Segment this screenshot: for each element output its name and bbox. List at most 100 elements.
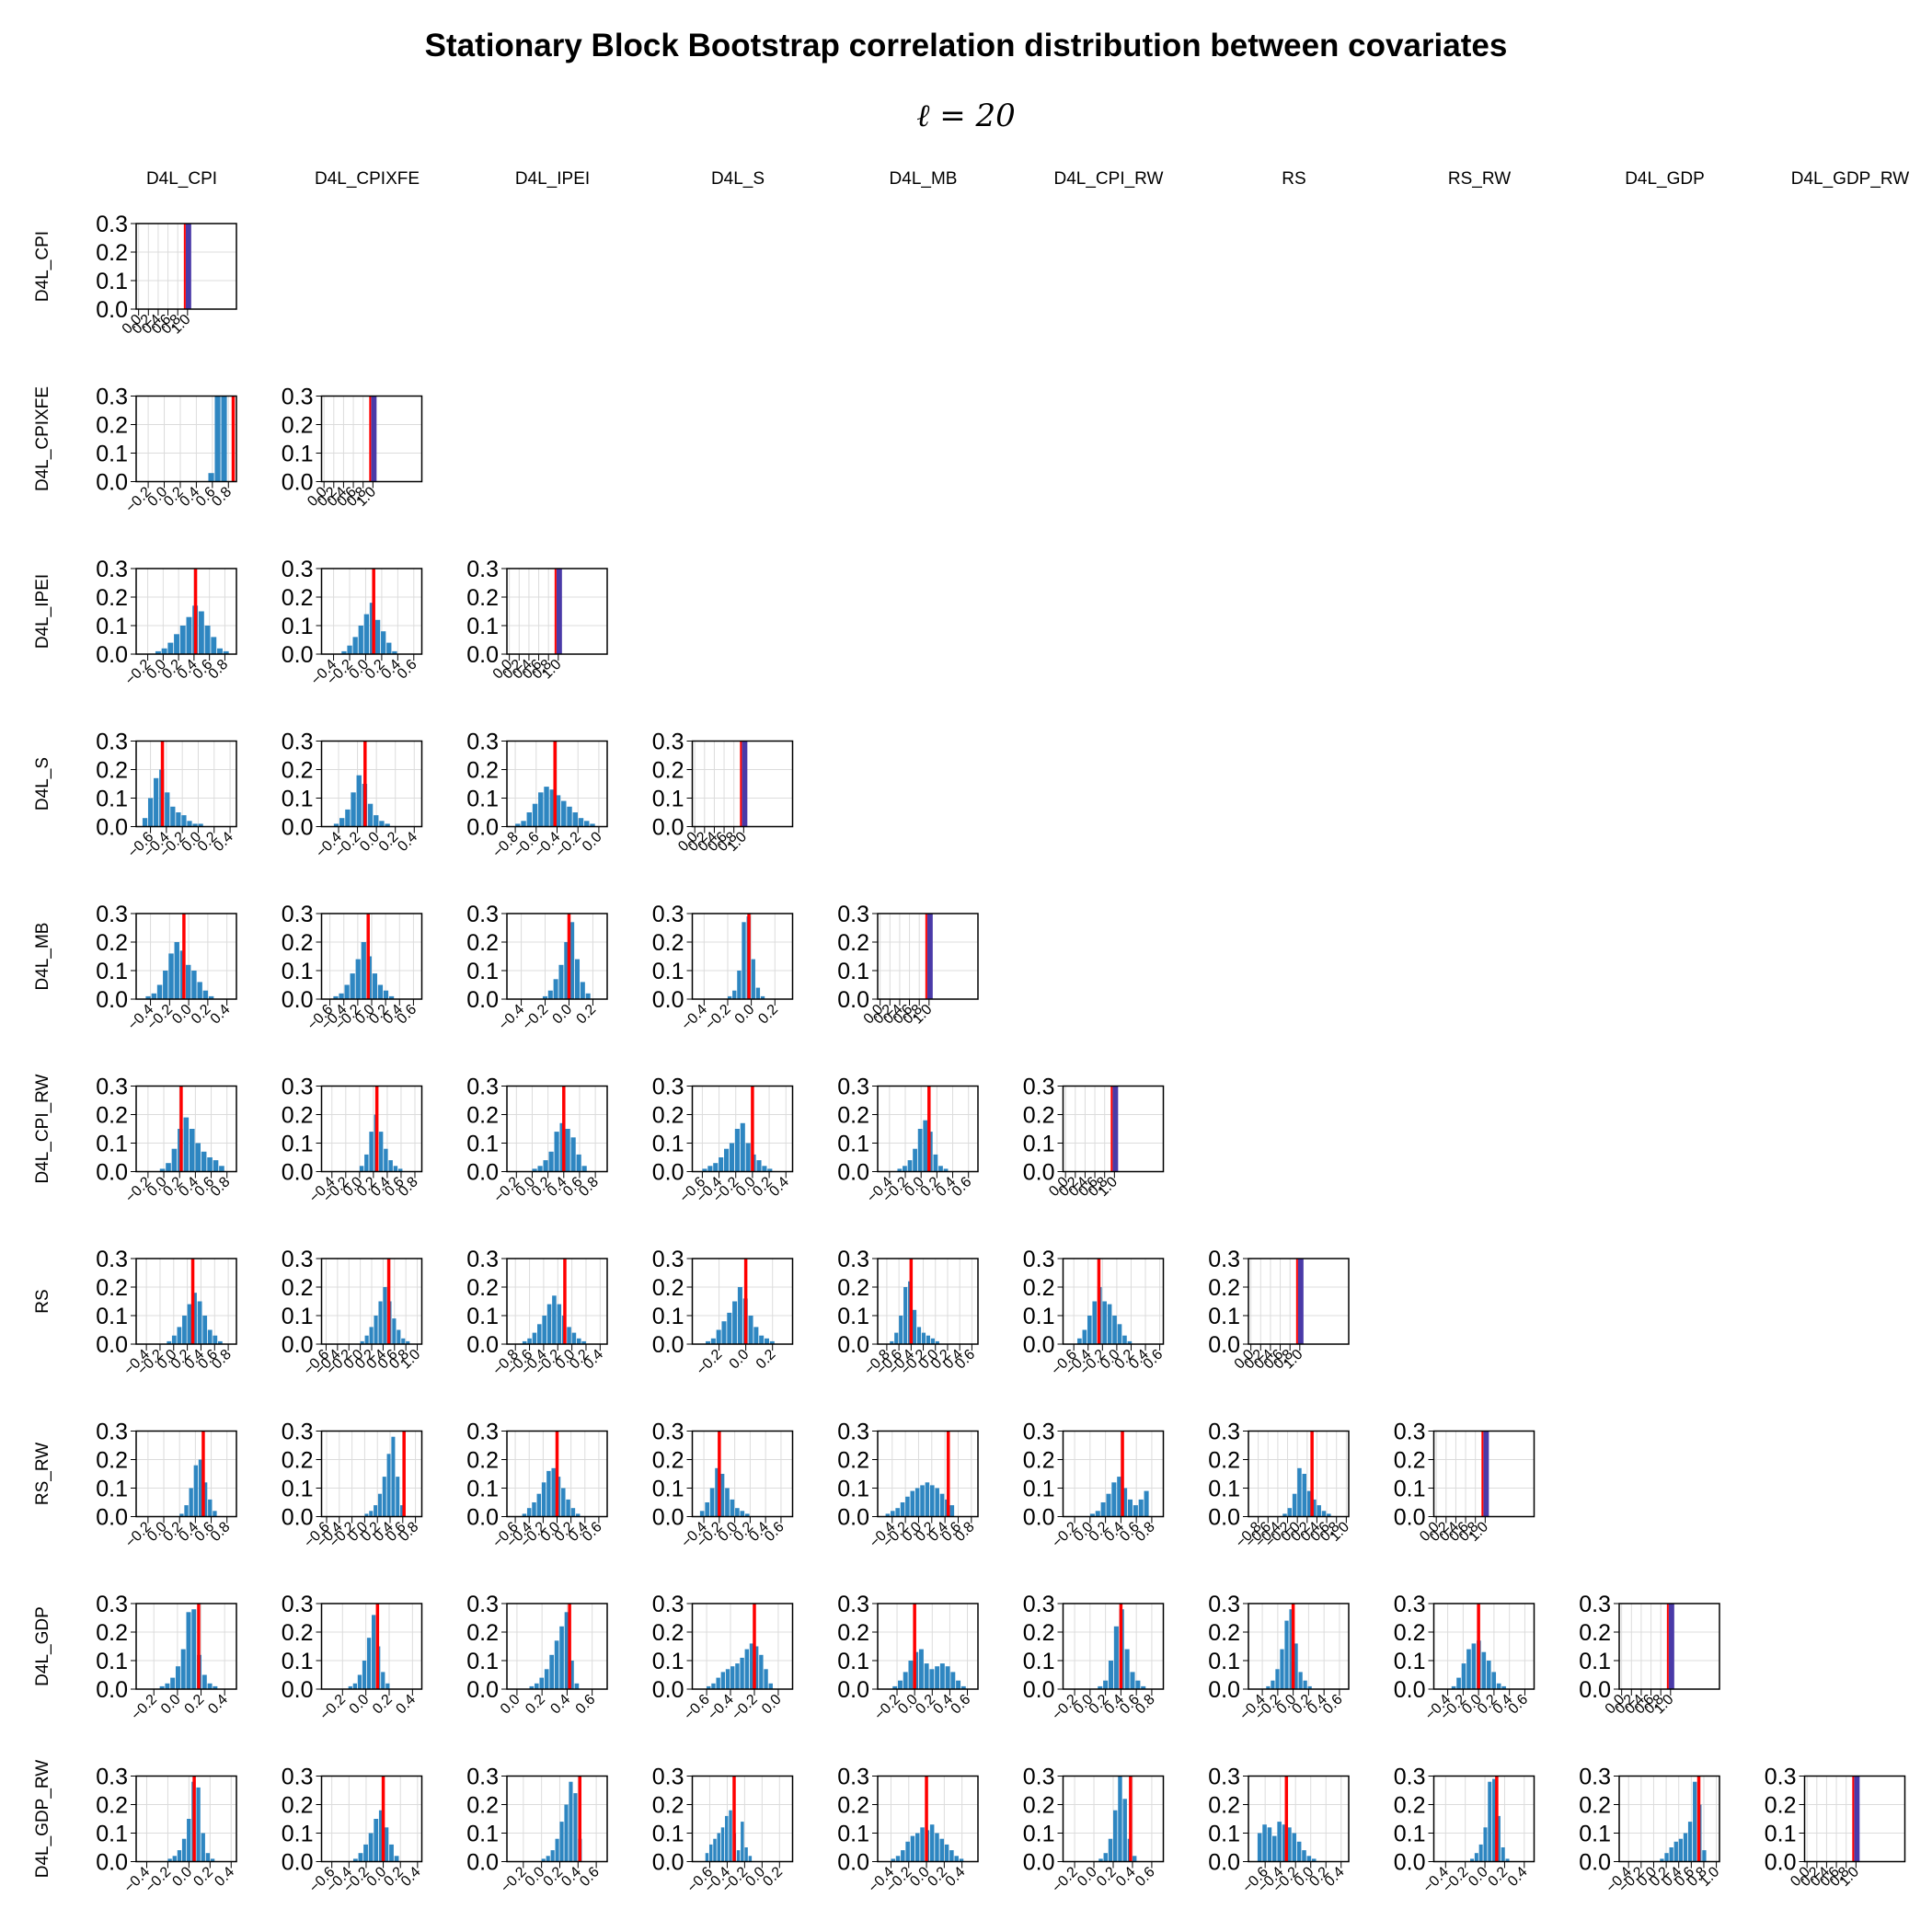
y-tick-label: 0.0 xyxy=(837,1505,869,1531)
y-tick-label: 0.2 xyxy=(96,930,128,956)
histogram-bar xyxy=(1678,1838,1684,1862)
y-tick-label: 0.3 xyxy=(652,902,684,927)
histogram-bar xyxy=(368,1833,374,1862)
panel-frame xyxy=(135,568,237,655)
histogram-bar xyxy=(379,821,385,827)
histogram-bar xyxy=(555,795,561,827)
histogram-bar xyxy=(1664,1853,1669,1862)
histogram-bar xyxy=(1103,1680,1109,1689)
y-tick-label: 0.3 xyxy=(1208,1765,1240,1790)
histogram-bar xyxy=(198,611,204,654)
histogram-bar xyxy=(564,1612,569,1689)
histogram-bar xyxy=(1266,1685,1271,1689)
column-label: D4L_CPI xyxy=(146,169,217,189)
histogram-bar xyxy=(378,1132,384,1172)
histogram-bar xyxy=(193,1465,199,1517)
histogram-bar xyxy=(1481,1651,1487,1689)
histogram-bar xyxy=(894,1332,899,1344)
y-tick-label: 0.2 xyxy=(282,758,314,784)
histogram-bar xyxy=(576,1154,581,1172)
histogram-bar xyxy=(585,993,591,999)
histogram-bar xyxy=(397,1329,401,1344)
histogram-bar xyxy=(167,1340,172,1344)
histogram-bar xyxy=(1306,1856,1312,1862)
y-tick-label: 0.3 xyxy=(1394,1592,1426,1617)
y-tick-label: 0.1 xyxy=(652,1822,684,1847)
histogram-bar xyxy=(581,1166,587,1172)
x-tick-label: 0.0 xyxy=(498,1692,523,1718)
histogram-bar xyxy=(725,1815,729,1862)
histogram-bar xyxy=(357,1674,362,1689)
y-tick-label: 0.1 xyxy=(837,1649,869,1674)
histogram-bar xyxy=(1117,1324,1122,1344)
y-tick-label: 0.2 xyxy=(1208,1448,1240,1474)
y-tick-label: 0.0 xyxy=(282,815,314,841)
panel-frame xyxy=(320,1603,423,1690)
histogram-bar xyxy=(551,1467,556,1517)
histogram-bar xyxy=(532,1168,537,1172)
y-tick-label: 0.2 xyxy=(1023,1103,1055,1129)
histogram-bar xyxy=(145,995,151,999)
y-tick-label: 0.0 xyxy=(1023,1850,1055,1876)
y-tick-label: 0.3 xyxy=(96,212,128,237)
x-tick-label: 0.4 xyxy=(398,1864,424,1890)
histogram-bar xyxy=(1077,1338,1082,1344)
histogram-bar xyxy=(1130,1672,1135,1689)
histogram-bar xyxy=(347,645,352,654)
y-tick-label: 0.2 xyxy=(1023,1620,1055,1646)
panel-frame xyxy=(1062,1085,1165,1173)
histogram-bar xyxy=(949,1505,955,1517)
y-tick-label: 0.2 xyxy=(652,1275,684,1301)
y-tick-label: 0.0 xyxy=(96,1160,128,1186)
y-tick-label: 0.3 xyxy=(282,385,314,410)
diagonal-bar xyxy=(742,741,748,827)
histogram-bar xyxy=(719,1157,724,1172)
histogram-bar xyxy=(393,1166,398,1172)
histogram-bar xyxy=(389,1844,394,1862)
panel-frame xyxy=(506,568,608,655)
column-label: D4L_GDP xyxy=(1625,169,1705,189)
histogram-bar xyxy=(401,1338,406,1344)
histogram-bar xyxy=(538,792,544,827)
y-tick-label: 0.1 xyxy=(96,1477,128,1502)
histogram-bar xyxy=(744,1649,749,1689)
histogram-bar xyxy=(1327,1513,1331,1517)
histogram-bar xyxy=(202,990,209,999)
chart-title: Stationary Block Bootstrap correlation d… xyxy=(424,28,1508,63)
histogram-bar xyxy=(397,1168,403,1172)
panel-frame xyxy=(135,1775,237,1863)
histogram-bar xyxy=(945,1666,950,1689)
histogram-bar xyxy=(541,1858,546,1862)
y-tick-label: 0.3 xyxy=(466,730,499,755)
histogram-bar xyxy=(732,1301,738,1344)
histogram-bar xyxy=(348,1685,352,1689)
histogram-bar xyxy=(885,1513,891,1517)
y-tick-label: 0.2 xyxy=(466,1275,499,1301)
y-tick-label: 0.0 xyxy=(96,1332,128,1358)
y-tick-label: 0.0 xyxy=(96,297,128,323)
column-label: RS_RW xyxy=(1448,169,1511,189)
y-tick-label: 0.2 xyxy=(96,1275,128,1301)
y-tick-label: 0.3 xyxy=(96,557,128,582)
histogram-bar xyxy=(1687,1822,1693,1862)
histogram-bar xyxy=(170,806,176,827)
histogram-bar xyxy=(202,1482,208,1517)
histogram-bar xyxy=(1311,1858,1317,1862)
histogram-bar xyxy=(907,1160,913,1172)
y-tick-label: 0.3 xyxy=(837,1420,869,1445)
histogram-bar xyxy=(729,1143,735,1172)
y-tick-label: 0.0 xyxy=(1394,1677,1426,1703)
histogram-bar xyxy=(195,1143,201,1172)
panel-frame xyxy=(320,1775,423,1863)
y-tick-label: 0.1 xyxy=(96,442,128,467)
histogram-bar xyxy=(707,1685,711,1689)
histogram-bar xyxy=(177,1327,182,1344)
panel-frame xyxy=(135,740,237,828)
y-tick-label: 0.3 xyxy=(1208,1247,1240,1272)
histogram-bar xyxy=(564,942,569,999)
histogram-bar xyxy=(546,1470,551,1517)
y-tick-label: 0.2 xyxy=(466,1620,499,1646)
y-tick-label: 0.1 xyxy=(282,1132,314,1157)
histogram-bar xyxy=(362,1661,367,1689)
histogram-bar xyxy=(930,1485,935,1517)
